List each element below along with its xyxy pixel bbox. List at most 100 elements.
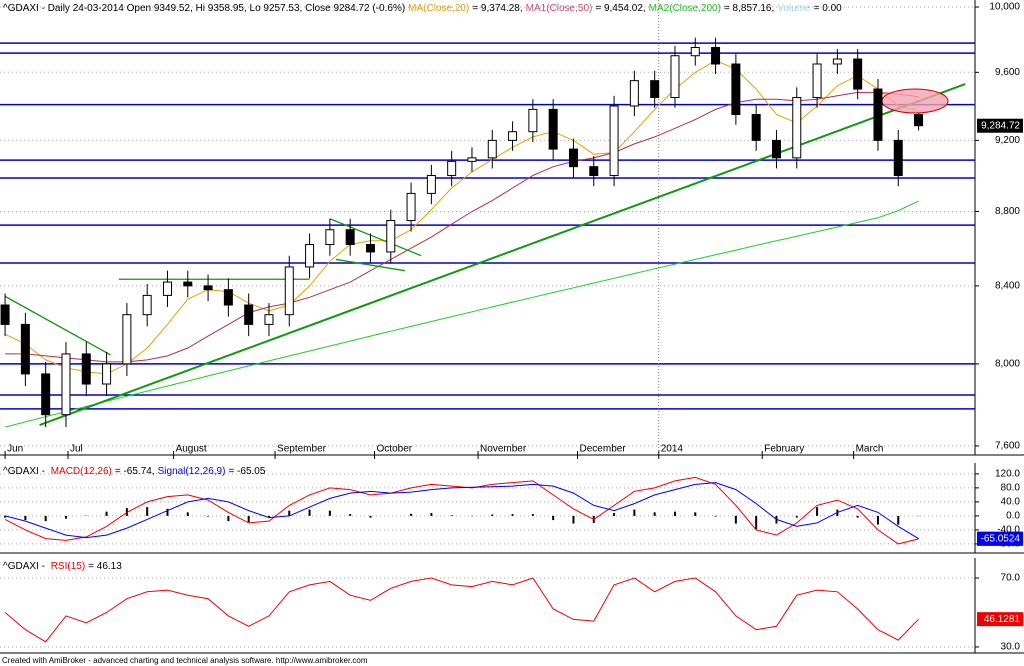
candle-body <box>873 88 883 141</box>
candle-body <box>386 220 396 253</box>
x-tick-label: Jun <box>7 444 23 455</box>
candle-body <box>325 229 335 246</box>
header-text: = -65.74, <box>115 466 155 477</box>
value-box <box>977 531 1023 546</box>
y-tick-label: 0.0 <box>1006 511 1020 522</box>
candle-body <box>142 294 152 316</box>
y-tick-label: -40.0 <box>997 525 1020 536</box>
candle-body <box>41 373 51 416</box>
candle-body <box>914 114 924 127</box>
candle-body <box>0 304 10 325</box>
value-box <box>977 118 1023 133</box>
candle-body <box>223 289 233 306</box>
panel-header: ^GDAXI - Daily 24-03-2014 Open 9349.52, … <box>3 3 842 14</box>
value-box <box>977 612 1023 627</box>
ma-line <box>5 91 919 363</box>
highlight-ellipse <box>881 88 949 114</box>
candle-body <box>162 281 172 296</box>
candle-body <box>345 229 355 246</box>
x-tick-label: Jul <box>70 444 83 455</box>
candle-body <box>447 160 457 177</box>
header-text: ^GDAXI - <box>3 561 48 572</box>
indicator-line <box>4 476 919 545</box>
ma-line <box>4 200 919 428</box>
ma-line <box>4 60 919 375</box>
candle-body <box>487 139 497 159</box>
candle-body <box>771 139 781 159</box>
header-text: Volume <box>777 3 811 14</box>
candle-body <box>284 266 294 316</box>
header-text: MA(Close,20) <box>408 3 469 14</box>
candle-body <box>832 58 842 65</box>
candle-body <box>731 63 741 116</box>
y-tick-label: 8,800 <box>995 206 1020 217</box>
header-text: MA2(Close,200) <box>649 3 721 14</box>
y-tick-label: 120.0 <box>995 468 1020 479</box>
header-text: MA1(Close,50) <box>526 3 593 14</box>
header-text: MACD(12,26) <box>51 466 112 477</box>
y-tick-label: 8,000 <box>995 359 1020 370</box>
trend-line <box>39 83 966 426</box>
x-tick-label: February <box>764 444 804 455</box>
x-tick-label: December <box>580 444 627 455</box>
y-tick-label: 8,400 <box>995 281 1020 292</box>
x-tick-label: September <box>277 444 327 455</box>
x-tick-label: March <box>856 444 884 455</box>
candle-body <box>792 96 802 159</box>
y-tick-label: 30.0 <box>1001 642 1021 653</box>
candle-body <box>406 192 416 222</box>
x-tick-label: 2014 <box>661 444 684 455</box>
candle-body <box>264 314 274 325</box>
header-text: ^GDAXI - Daily 24-03-2014 Open 9349.52, … <box>3 3 405 14</box>
candle-body <box>365 244 375 253</box>
y-tick-label: 9,200 <box>995 135 1020 146</box>
x-tick-label: November <box>480 444 527 455</box>
y-tick-label: 70.0 <box>1001 573 1021 584</box>
candle-body <box>751 114 761 141</box>
candle-body <box>61 353 71 416</box>
value-box-label: 46.1281 <box>984 614 1021 625</box>
candle-body <box>122 314 132 365</box>
candle-body <box>426 175 436 194</box>
candle-body <box>629 80 639 107</box>
footer: Created with AmiBroker - advanced charti… <box>2 656 368 665</box>
candle-body <box>20 323 30 375</box>
header-text: = -65.05 <box>228 466 265 477</box>
indicator-line <box>4 482 919 540</box>
panel-header: ^GDAXI - RSI(15) = 46.13 <box>3 561 122 572</box>
candle-body <box>853 58 863 90</box>
candle-body <box>203 285 213 291</box>
candle-body <box>589 166 599 177</box>
candle-body <box>548 108 558 150</box>
candle-body <box>102 363 112 385</box>
header-text: = 46.13 <box>88 561 122 572</box>
header-text: Signal(12,26,9) <box>158 466 226 477</box>
candle-body <box>812 63 822 98</box>
candle-body <box>305 244 315 268</box>
value-box-label: 9,284.72 <box>981 120 1020 131</box>
header-text: = 8,857.16, <box>724 3 774 14</box>
x-tick-label: August <box>176 444 207 455</box>
y-tick-label: 10,000 <box>989 2 1020 13</box>
candle-body <box>609 105 619 177</box>
trend-line <box>335 258 406 272</box>
header-text: ^GDAXI - <box>3 466 48 477</box>
candle-body <box>670 55 680 98</box>
value-box-label: -65.0524 <box>981 533 1021 544</box>
candle-body <box>508 131 518 141</box>
header-text: = 9,454.02, <box>595 3 645 14</box>
panel-header: ^GDAXI - MACD(12,26) = -65.74, Signal(12,2… <box>3 466 266 477</box>
candle-body <box>528 108 538 133</box>
header-text: = 0.00 <box>814 3 843 14</box>
candle-body <box>467 157 477 162</box>
y-tick-label: 80.0 <box>1001 483 1021 494</box>
header-text: = 9,374.28, <box>472 3 522 14</box>
candle-body <box>183 281 193 287</box>
candle-body <box>650 80 660 98</box>
candle-body <box>690 47 700 57</box>
candle-body <box>568 148 578 168</box>
candle-body <box>244 304 254 325</box>
y-tick-label: 7,600 <box>995 441 1020 452</box>
